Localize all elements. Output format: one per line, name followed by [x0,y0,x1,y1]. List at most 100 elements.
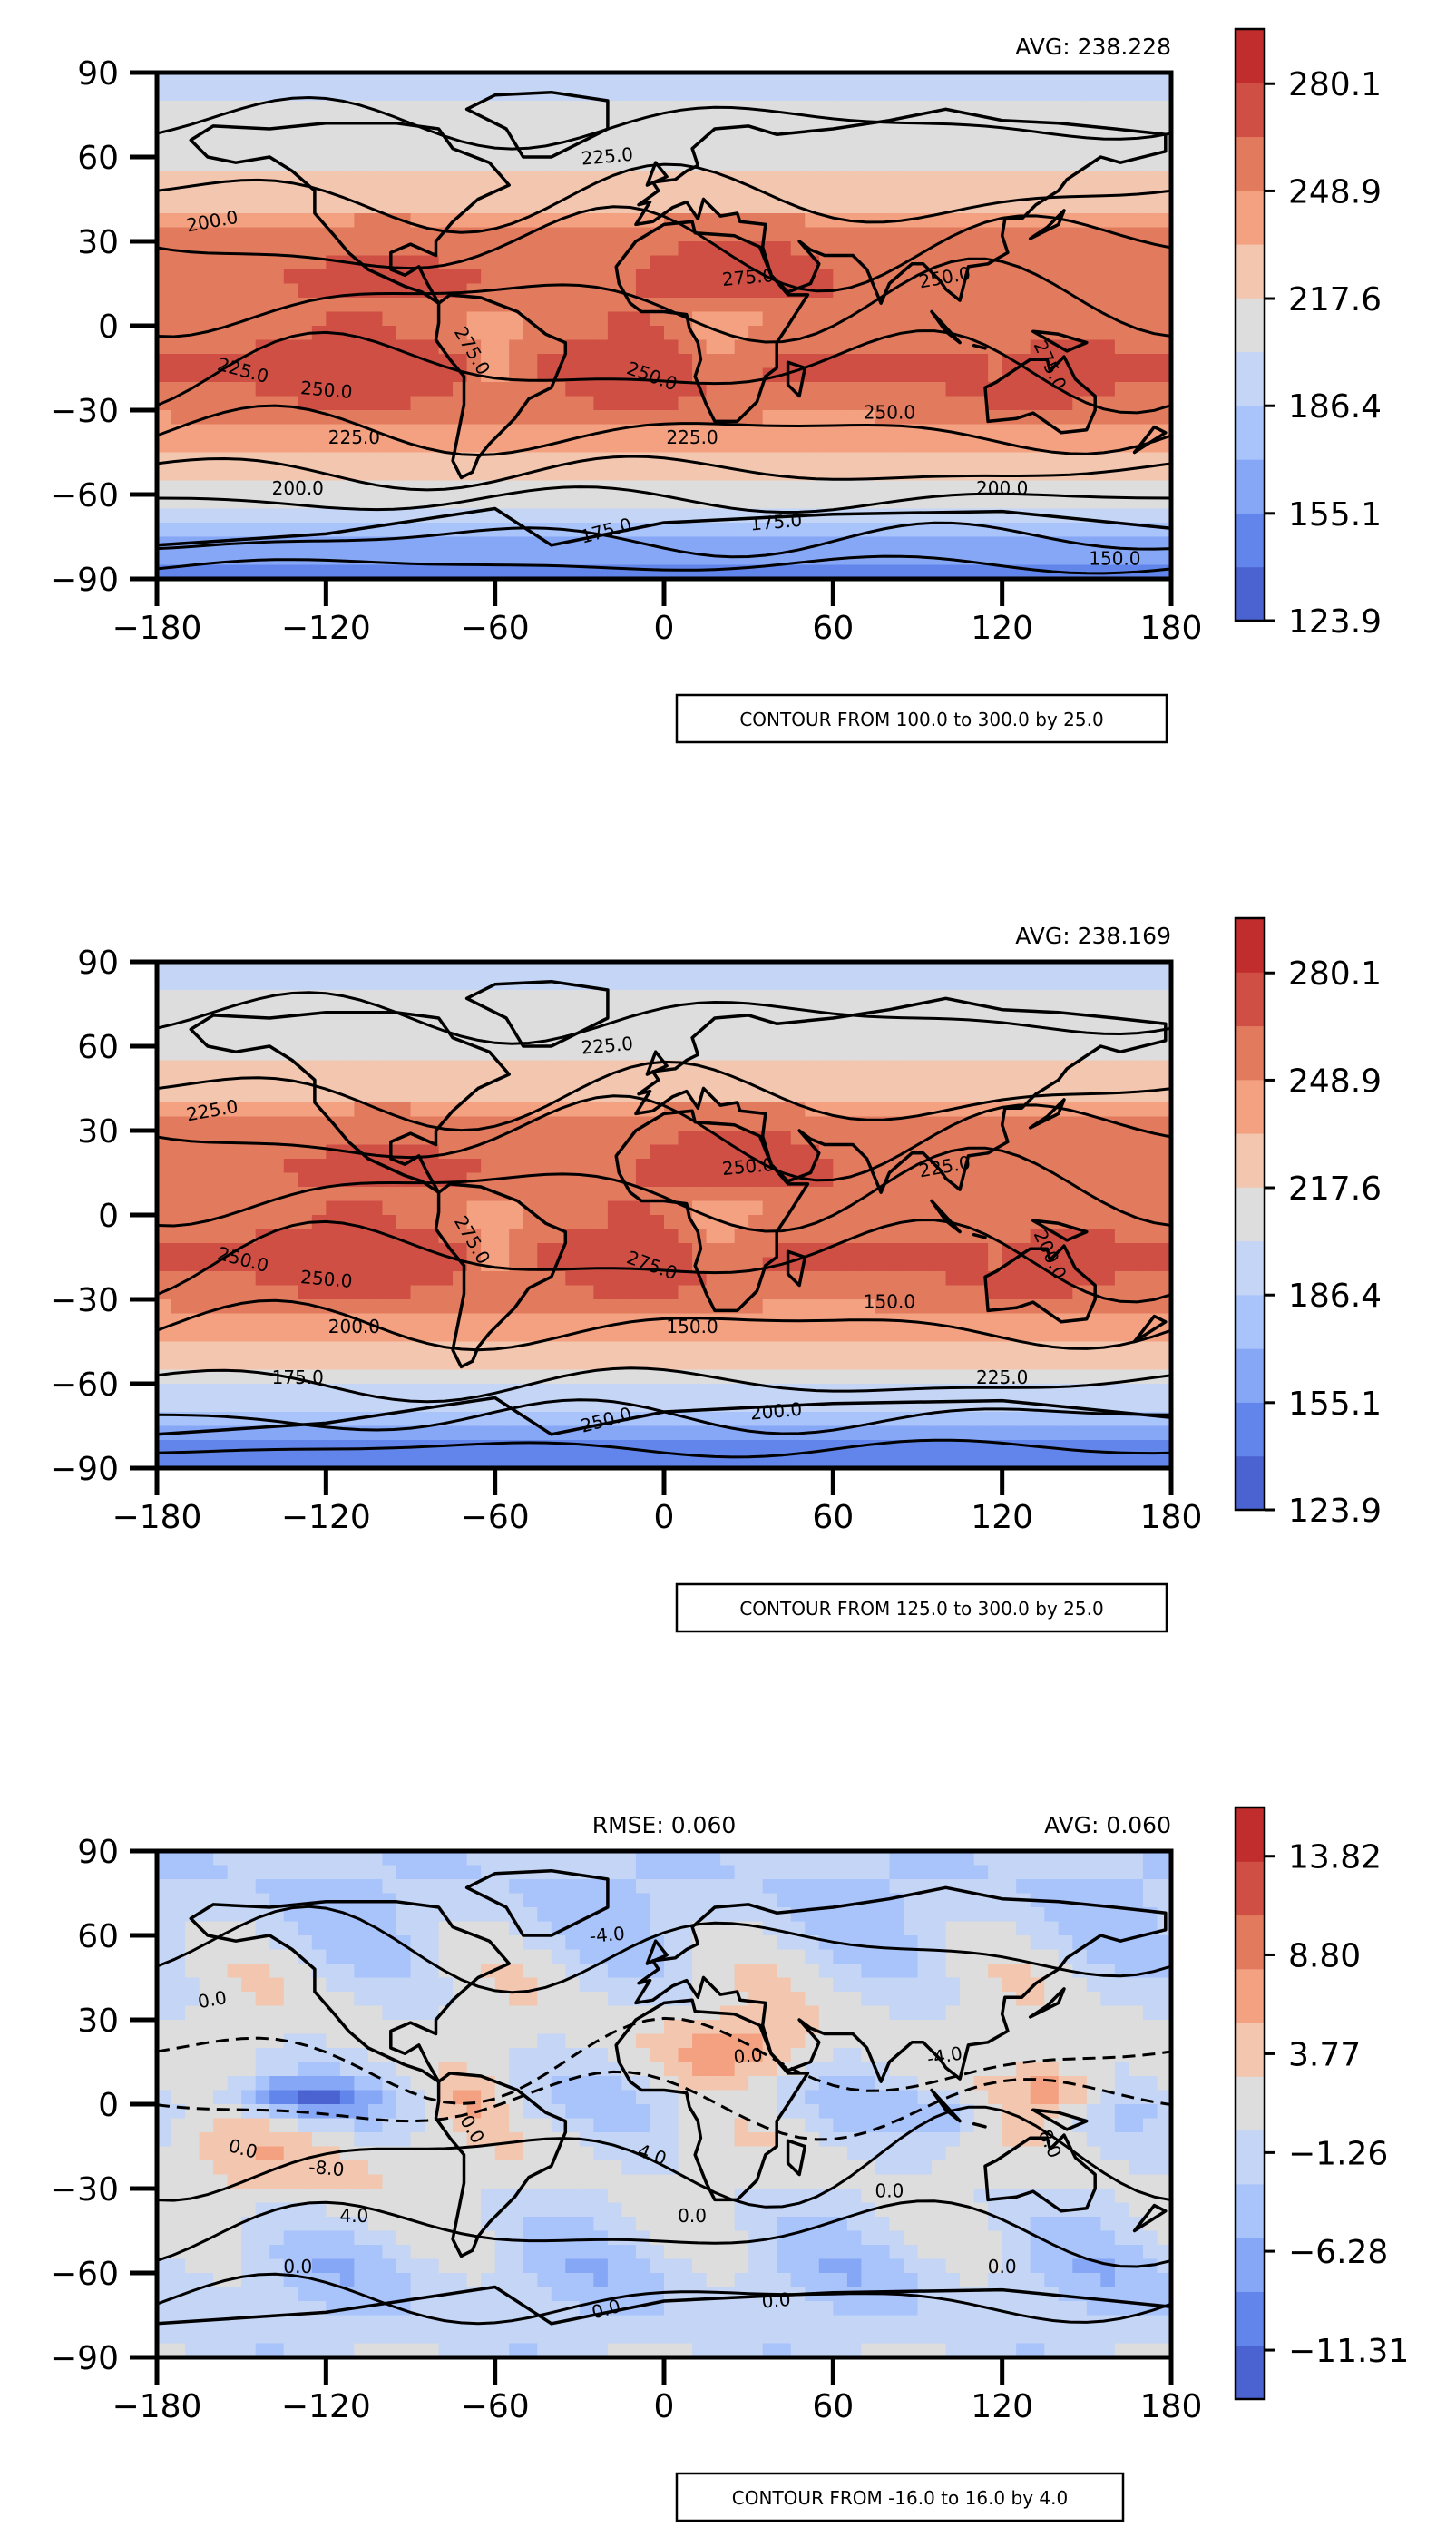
field-cell [509,551,524,566]
field-cell [932,269,947,285]
colorbar-segment [1236,136,1265,191]
field-cell [945,1229,961,1244]
field-cell [945,157,961,172]
field-cell [973,424,989,439]
field-cell [354,298,369,313]
field-cell [932,1018,947,1033]
field-cell [861,241,876,257]
field-cell [396,410,412,426]
field-cell [1086,269,1101,285]
field-cell [1129,1144,1144,1160]
field-cell [1142,1356,1158,1371]
field-cell [720,367,736,383]
field-cell [692,1004,708,1019]
field-cell [790,1327,806,1343]
field-cell [1100,410,1116,426]
field-cell [396,1369,412,1385]
field-cell [593,1200,609,1216]
field-cell [509,101,524,116]
field-cell [1072,1327,1088,1343]
field-cell [846,1397,862,1413]
field-cell [509,114,524,130]
field-cell [1086,480,1101,495]
field-cell [1058,86,1073,102]
field-cell [269,311,285,327]
field-cell [777,1102,792,1118]
field-cell [311,1369,327,1385]
field-cell [706,1159,721,1174]
field-cell [565,564,581,579]
field-cell [945,410,961,426]
field-cell [762,438,777,454]
field-cell [720,1384,736,1399]
field-cell [367,1187,384,1202]
field-cell [833,255,848,270]
field-cell [650,241,665,257]
field-cell [932,396,947,411]
field-cell [805,382,820,397]
field-cell [748,1032,764,1047]
field-cell [1016,199,1031,214]
field-cell [1129,1131,1144,1146]
field-cell [1100,199,1116,214]
field-cell [396,1018,412,1033]
field-cell [466,73,482,88]
field-cell [199,354,214,369]
field-cell [410,480,425,495]
field-cell [1072,523,1088,538]
field-cell [185,227,200,242]
field-cell [1002,452,1017,467]
field-cell [748,1369,764,1385]
field-cell [988,241,1003,257]
field-cell [1086,1384,1101,1399]
field-cell [607,1102,623,1118]
field-cell [917,452,933,467]
field-cell [635,354,651,369]
field-cell [917,382,933,397]
field-cell [185,1088,200,1103]
field-cell [889,311,904,327]
field-cell [565,1299,581,1315]
field-cell [1072,975,1088,991]
field-cell [960,1356,975,1371]
field-cell [396,523,412,538]
field-cell [185,86,200,102]
field-cell [790,1074,806,1090]
field-cell [1114,354,1130,369]
field-cell [861,73,876,88]
field-cell [227,1144,242,1160]
field-cell [354,1074,369,1090]
field-cell [945,1299,961,1315]
field-cell [466,1285,482,1300]
field-cell [762,1172,777,1188]
field-cell [777,1116,792,1131]
field-cell [1058,171,1073,186]
field-cell [453,1060,468,1075]
field-cell [396,1356,412,1371]
field-cell [607,1299,623,1315]
field-cell [269,1032,285,1047]
field-cell [1044,101,1060,116]
field-cell [621,298,637,313]
field-cell [678,396,693,411]
field-cell [664,480,679,495]
field-cell [846,508,862,524]
field-cell [494,1356,510,1371]
field-cell [382,410,397,426]
field-cell [1142,962,1158,977]
field-cell [453,1159,468,1174]
field-cell [805,1299,820,1315]
field-cell [833,326,848,341]
field-cell [523,1074,538,1090]
field-cell [298,508,313,524]
field-cell [1044,1187,1060,1202]
field-cell [805,1032,820,1047]
field-cell [889,1060,904,1075]
field-cell [664,73,679,88]
field-cell [790,495,806,510]
field-cell [1030,283,1045,299]
field-cell [678,1032,693,1047]
field-cell [734,1018,749,1033]
field-cell [523,367,538,383]
field-cell [875,1200,891,1216]
